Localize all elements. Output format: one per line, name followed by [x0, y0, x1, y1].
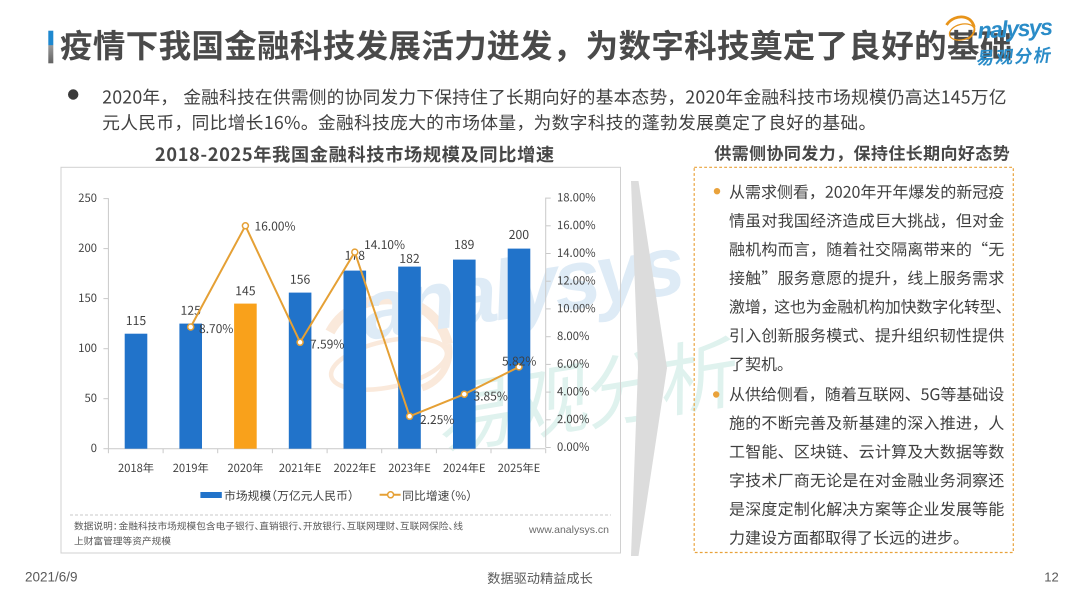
svg-text:2021/6/9: 2021/6/9	[25, 570, 78, 585]
svg-text:nalysys: nalysys	[977, 14, 1053, 44]
svg-text:www.analysys.cn: www.analysys.cn	[528, 524, 609, 536]
svg-text:12: 12	[1044, 570, 1058, 585]
